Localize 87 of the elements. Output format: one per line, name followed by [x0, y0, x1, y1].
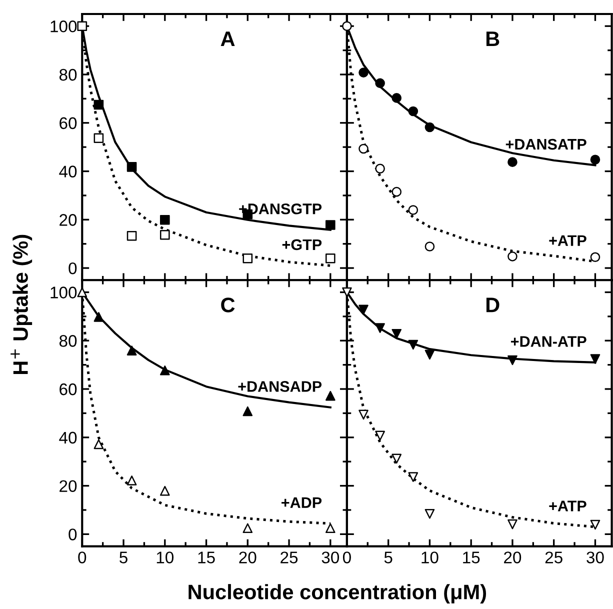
point: [508, 252, 518, 262]
x-tick-label: 20: [504, 552, 522, 564]
y-tick-label: 80: [59, 68, 77, 81]
point: [326, 523, 336, 534]
y-tick-label: 60: [60, 117, 77, 130]
point: [358, 304, 368, 315]
point: [242, 523, 253, 534]
text: D: [486, 298, 500, 312]
point: [408, 340, 418, 350]
point: [160, 486, 170, 496]
point: [126, 476, 137, 486]
point: [375, 164, 385, 174]
y-tick-label: 40: [59, 166, 77, 178]
point: [358, 68, 368, 78]
y-tick-label: 60: [60, 383, 77, 396]
point: [375, 78, 385, 88]
x-tick-label: 10: [156, 552, 174, 564]
x-tick-label: 0: [78, 552, 86, 564]
y-tick-label: 0: [68, 262, 77, 274]
point: [424, 242, 435, 252]
point: [590, 520, 600, 530]
point: [392, 186, 402, 197]
point: [590, 154, 600, 165]
point: [358, 410, 368, 420]
point: [160, 365, 170, 376]
annotation: +DANSADP: [238, 381, 322, 392]
y-tick-label: 0: [68, 528, 77, 540]
text: B: [486, 32, 500, 46]
point: [126, 230, 137, 241]
y-tick-label: 100: [50, 20, 77, 32]
y-tick-label: 100: [50, 286, 77, 298]
point: [126, 162, 137, 172]
point: [392, 93, 402, 103]
x-tick-label: 15: [198, 552, 215, 564]
x-tick-label: 10: [422, 552, 438, 564]
point: [326, 390, 336, 401]
point: [160, 230, 170, 240]
point: [126, 346, 137, 356]
point: [375, 323, 385, 333]
x-tick-label: 20: [239, 552, 256, 564]
annotation: +ADP: [282, 497, 322, 508]
y-axis-title: H$^{+}$ Uptake (%): [10, 234, 32, 374]
point: [508, 355, 518, 366]
point: [590, 252, 600, 262]
y-tick-label: 40: [59, 432, 77, 444]
point: [358, 144, 368, 154]
point: [326, 253, 336, 264]
annotation: +DANSATP: [506, 138, 586, 150]
x-tick-label: 15: [463, 552, 480, 564]
y-tick-label: 80: [59, 335, 77, 347]
point: [590, 354, 600, 364]
point: [94, 133, 104, 144]
point: [408, 205, 418, 215]
point: [508, 519, 518, 530]
x-tick-label: 25: [545, 552, 562, 564]
annotation: +ATP: [549, 235, 586, 246]
point: [424, 122, 435, 132]
x-tick-label: 30: [586, 552, 604, 564]
y-tick-label: 20: [60, 214, 77, 226]
point: [392, 328, 402, 339]
point: [160, 214, 170, 225]
point: [424, 508, 435, 519]
point: [408, 106, 418, 116]
point: [326, 220, 336, 230]
y-tick-label: 20: [60, 480, 77, 492]
x-tick-label: 5: [384, 552, 392, 564]
x-tick-label: 5: [120, 552, 128, 564]
text: C: [221, 298, 235, 312]
text: A: [220, 32, 235, 46]
annotation: +DAN-ATP: [510, 336, 586, 347]
point: [375, 430, 385, 441]
point: [94, 100, 104, 110]
annotation: +DANSGTP: [239, 203, 322, 214]
x-tick-label: 30: [322, 552, 340, 564]
point: [508, 157, 518, 167]
point: [94, 312, 104, 322]
x-tick-label: 0: [342, 552, 351, 564]
x-tick-label: 25: [280, 552, 298, 564]
annotation: +GTP: [282, 239, 322, 250]
point: [392, 454, 402, 464]
point: [94, 439, 104, 450]
point: [424, 350, 435, 360]
point: [408, 472, 418, 482]
x-axis-title: Nucleotide concentration (μM): [188, 584, 486, 604]
annotation: +ATP: [549, 500, 586, 512]
point: [242, 406, 253, 416]
point: [242, 253, 253, 264]
